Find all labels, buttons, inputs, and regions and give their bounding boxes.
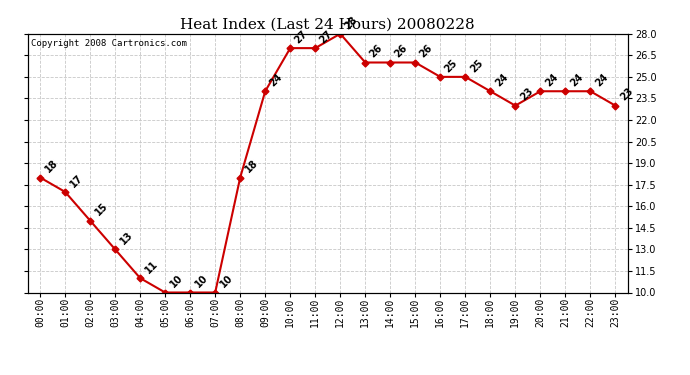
Text: 25: 25	[443, 57, 460, 74]
Text: 18: 18	[243, 158, 259, 175]
Text: 23: 23	[518, 86, 535, 103]
Text: 24: 24	[493, 72, 510, 88]
Text: 23: 23	[618, 86, 635, 103]
Text: 24: 24	[543, 72, 560, 88]
Text: 26: 26	[393, 43, 410, 60]
Text: Copyright 2008 Cartronics.com: Copyright 2008 Cartronics.com	[30, 39, 186, 48]
Text: 26: 26	[418, 43, 435, 60]
Text: 10: 10	[193, 273, 210, 290]
Text: 10: 10	[218, 273, 235, 290]
Text: 24: 24	[593, 72, 610, 88]
Text: 17: 17	[68, 172, 84, 189]
Text: 18: 18	[43, 158, 59, 175]
Text: 25: 25	[468, 57, 484, 74]
Text: 24: 24	[568, 72, 584, 88]
Text: 11: 11	[143, 259, 159, 275]
Text: 15: 15	[93, 201, 110, 218]
Text: 28: 28	[343, 14, 359, 31]
Text: 10: 10	[168, 273, 184, 290]
Text: 27: 27	[318, 29, 335, 45]
Text: 13: 13	[118, 230, 135, 247]
Title: Heat Index (Last 24 Hours) 20080228: Heat Index (Last 24 Hours) 20080228	[181, 17, 475, 31]
Text: 27: 27	[293, 29, 310, 45]
Text: 24: 24	[268, 72, 284, 88]
Text: 26: 26	[368, 43, 384, 60]
